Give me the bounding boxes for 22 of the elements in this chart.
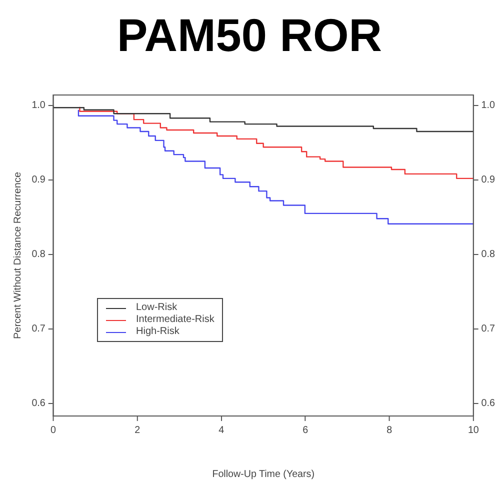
y2-tick-label: 0.8 [481,249,496,260]
x-axis-title: Follow-Up Time (Years) [212,468,314,480]
x-tick-label: 2 [134,424,141,436]
x-tick-label: 8 [386,424,393,436]
y-tick-label: 0.7 [32,324,46,335]
chart-title: PAM50 ROR [116,8,383,62]
y-tick-label: 0.6 [32,398,46,410]
x-tick-label: 4 [218,424,225,436]
legend-label: High-Risk [136,326,180,338]
x-tick-label: 0 [50,424,56,436]
x-tick-label: 10 [468,424,480,436]
y-tick-label: 0.9 [32,174,46,186]
y2-tick-label: 0.9 [481,174,496,186]
legend-label: Low-Risk [136,302,178,314]
y-axis-title: Percent Without Distance Recurrence [12,171,24,340]
y2-tick-label: 0.6 [481,398,496,410]
y-tick-label: 0.8 [32,249,46,260]
y2-tick-label: 1.0 [481,100,496,112]
legend-label: Intermediate-Risk [136,314,214,326]
y-tick-label: 1.0 [32,100,46,112]
y2-tick-label: 0.7 [481,324,496,335]
x-tick-label: 6 [302,424,309,436]
